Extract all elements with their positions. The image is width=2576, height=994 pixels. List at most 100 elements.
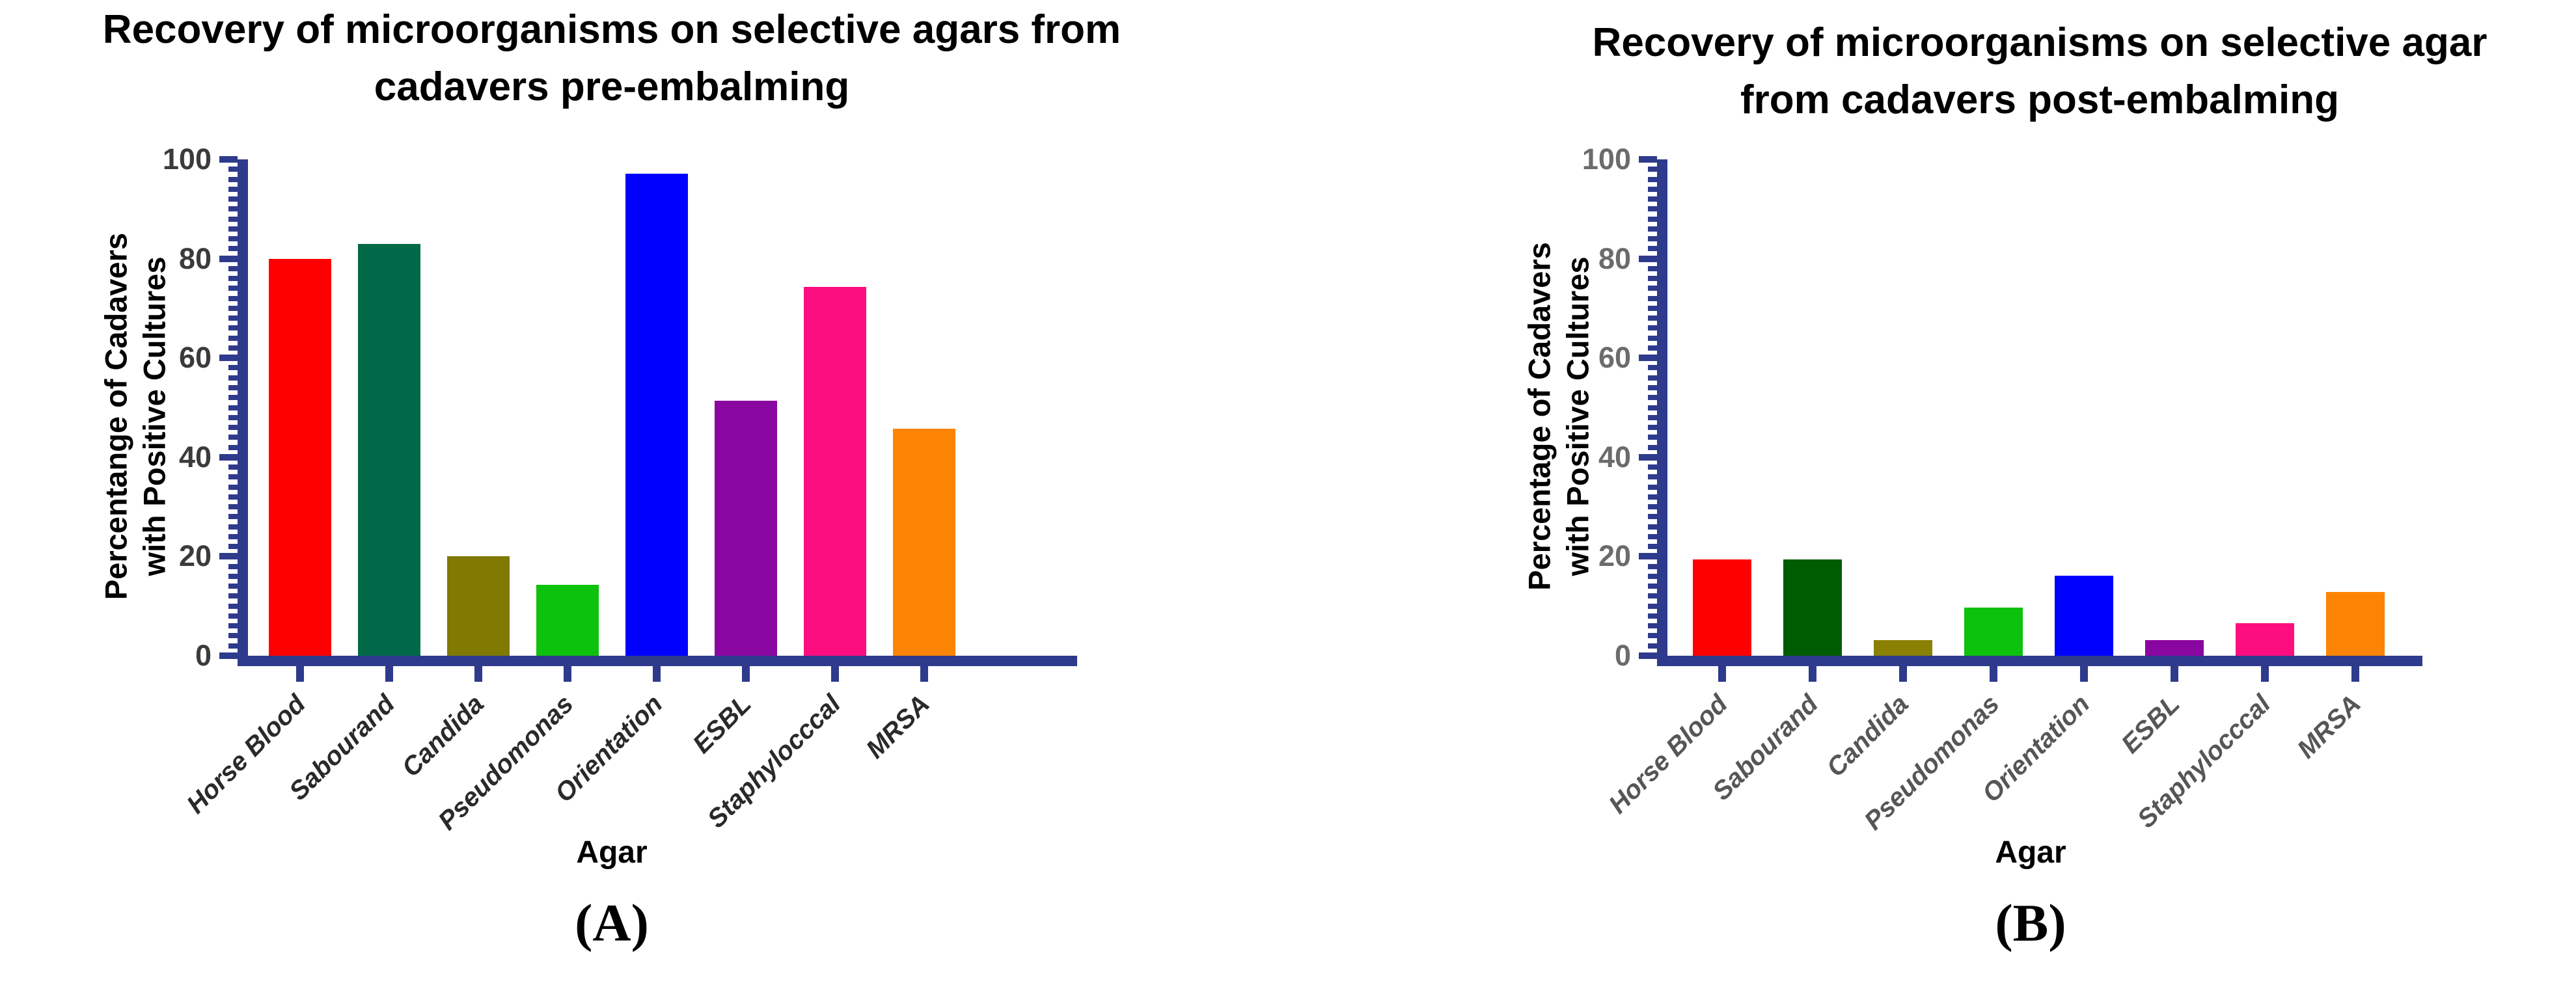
bar-mrsa	[2326, 591, 2385, 656]
y-minor-tick	[1648, 305, 1657, 311]
y-minor-tick	[1648, 514, 1657, 520]
x-tick	[2080, 666, 2088, 682]
bar-mrsa	[893, 429, 955, 656]
bar-esbl	[715, 400, 777, 656]
y-minor-tick	[1648, 563, 1657, 569]
bar-horse-blood	[1693, 559, 1751, 656]
y-minor-tick	[1648, 216, 1657, 222]
y-minor-tick	[228, 494, 238, 500]
y-minor-tick	[228, 514, 238, 520]
x-axis-title-pre: Agar	[576, 835, 648, 870]
x-tick	[742, 666, 750, 682]
y-minor-tick	[228, 365, 238, 371]
y-tick-label: 40	[1598, 440, 1631, 474]
y-minor-tick	[228, 584, 238, 589]
y-minor-tick	[1648, 395, 1657, 401]
bar-orientation	[2055, 576, 2113, 656]
y-minor-tick	[228, 276, 238, 282]
y-minor-tick	[1648, 335, 1657, 341]
y-minor-tick	[228, 286, 238, 291]
y-major-tick	[1639, 355, 1657, 362]
y-tick-label: 60	[178, 341, 212, 375]
y-minor-tick	[1648, 474, 1657, 480]
x-category-label: Horse Blood	[181, 690, 312, 820]
y-minor-tick	[228, 603, 238, 609]
y-tick-label: 80	[178, 241, 212, 275]
y-minor-tick	[228, 593, 238, 599]
y-minor-tick	[228, 444, 238, 450]
plot-area: 0 20 40 60 80 100 Horse Blood Sabourand Candida P…	[163, 142, 1077, 835]
y-minor-tick	[228, 186, 238, 192]
y-minor-tick	[228, 395, 238, 401]
panel-caption-b: (B)	[1995, 893, 2066, 952]
x-category-label: ESBL	[687, 690, 758, 759]
y-minor-tick	[1648, 494, 1657, 500]
chart-title-post: Recovery of microorganisms on selective …	[1455, 14, 2576, 129]
y-minor-tick	[228, 643, 238, 649]
y-tick-label: 100	[162, 142, 212, 176]
y-axis-line	[1657, 159, 1667, 666]
y-major-tick	[219, 255, 238, 262]
y-minor-tick	[228, 633, 238, 639]
y-minor-tick	[1648, 414, 1657, 420]
y-minor-tick	[1648, 196, 1657, 202]
y-minor-tick	[228, 295, 238, 301]
y-major-tick	[1639, 453, 1657, 461]
y-minor-tick	[228, 246, 238, 252]
y-minor-tick	[1648, 375, 1657, 381]
panel-post-embalming: Recovery of microorganisms on selective …	[1406, 0, 2576, 994]
y-minor-tick	[1648, 633, 1657, 639]
y-minor-tick	[1648, 593, 1657, 599]
y-minor-tick	[1648, 226, 1657, 232]
x-tick	[2171, 666, 2178, 682]
x-tick	[1809, 666, 1816, 682]
y-minor-tick	[228, 474, 238, 480]
x-tick	[1990, 666, 1997, 682]
y-minor-tick	[1648, 533, 1657, 539]
y-minor-tick	[228, 544, 238, 550]
chart-title-pre-line2: cadavers pre-embalming	[374, 64, 850, 110]
x-tick	[1899, 666, 1907, 682]
y-minor-tick	[228, 414, 238, 420]
y-minor-tick	[1648, 206, 1657, 212]
y-minor-tick	[1648, 345, 1657, 351]
x-tick	[653, 666, 661, 682]
y-major-tick	[1639, 652, 1657, 659]
y-minor-tick	[1648, 167, 1657, 172]
y-minor-tick	[1648, 524, 1657, 530]
y-minor-tick	[228, 226, 238, 232]
y-minor-tick	[228, 196, 238, 202]
y-minor-tick	[1648, 584, 1657, 589]
bar-horse-blood	[269, 258, 331, 656]
y-minor-tick	[228, 464, 238, 470]
x-category-label: Horse Blood	[1603, 690, 1734, 820]
y-minor-tick	[228, 435, 238, 440]
x-tick	[2261, 666, 2269, 682]
x-category-label: Candida	[396, 690, 490, 783]
y-minor-tick	[1648, 405, 1657, 410]
panel-caption-a: (A)	[575, 893, 649, 952]
x-tick	[296, 666, 304, 682]
y-minor-tick	[1648, 176, 1657, 182]
y-major-tick	[219, 156, 238, 163]
y-minor-tick	[228, 335, 238, 341]
y-minor-tick	[1648, 246, 1657, 252]
x-axis-line	[1667, 656, 2422, 666]
bar-sabourand	[358, 244, 420, 656]
y-tick-label: 60	[1598, 341, 1631, 375]
bar-orientation	[625, 174, 688, 656]
y-minor-tick	[228, 325, 238, 331]
y-tick-label: 0	[1614, 639, 1631, 672]
y-minor-tick	[1648, 295, 1657, 301]
x-axis-line	[248, 656, 1077, 666]
bar-staphylocccal	[2236, 623, 2294, 656]
bar-pseudomonas	[536, 584, 599, 656]
y-minor-tick	[228, 623, 238, 629]
x-tick	[920, 666, 928, 682]
x-tick	[385, 666, 393, 682]
y-minor-tick	[228, 573, 238, 579]
y-minor-tick	[228, 236, 238, 242]
y-major-tick	[1639, 553, 1657, 560]
x-tick	[474, 666, 482, 682]
y-minor-tick	[228, 384, 238, 390]
